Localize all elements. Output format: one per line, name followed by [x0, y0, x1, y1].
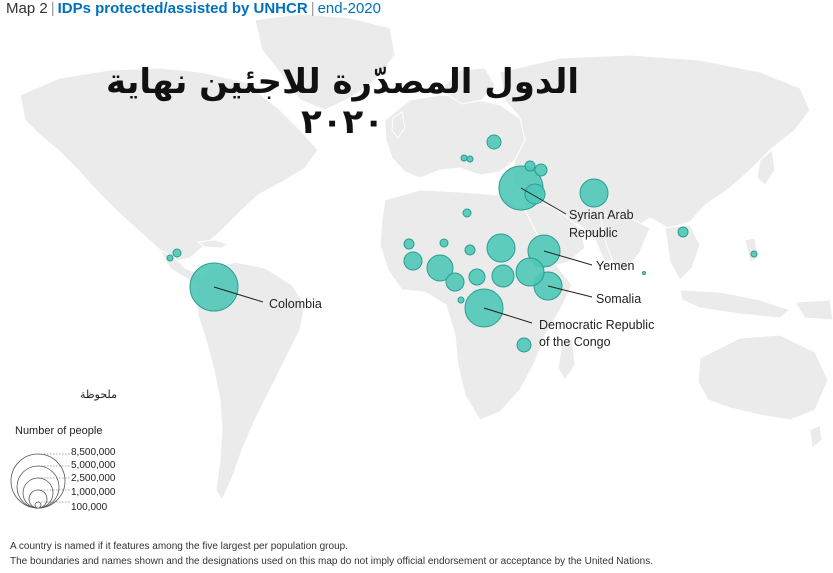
bubble-nigeria [426, 254, 454, 282]
bubble-myanmar [677, 226, 689, 238]
bubble-bosnia [466, 155, 474, 163]
bubble-mozambique [516, 337, 532, 353]
indonesia [679, 289, 792, 319]
bubble-mali [403, 238, 415, 250]
legend-leaders [38, 453, 70, 503]
legend-circles [10, 453, 66, 509]
legend-value: 8,500,000 [71, 447, 116, 458]
bubble-philippines [750, 250, 758, 258]
map-title: IDPs protected/assisted by UNHCR [57, 0, 308, 17]
southeast-asia [664, 224, 701, 281]
bubble-south-sudan [491, 264, 515, 288]
bubble-serbia [460, 154, 468, 162]
bubble-libya [462, 208, 472, 218]
map-date: end-2020 [317, 0, 381, 17]
bubble-afghanistan [579, 178, 609, 208]
label-drc-line1: Democratic Republic [539, 318, 654, 332]
greenland [254, 13, 396, 111]
label-drc-line2: of the Congo [539, 335, 611, 349]
leader-lines [213, 187, 593, 324]
bubble-georgia [524, 160, 536, 172]
bubble-cameroon [445, 272, 465, 292]
bubble-burkina [403, 251, 423, 271]
madagascar [557, 337, 576, 381]
footnote-1: A country is named if it features among … [10, 541, 348, 552]
legend-value: 5,000,000 [71, 460, 116, 471]
north-america [19, 67, 319, 263]
header-separator-2: | [310, 0, 315, 17]
legend-value: 2,500,000 [71, 473, 116, 484]
caribbean [196, 239, 230, 249]
label-syria-line1: Syrian Arab [569, 208, 634, 222]
bubble-congo [457, 296, 465, 304]
bubble-honduras [172, 248, 182, 258]
arabic-overlay-title: الدول المصدّرة للاجئين نهاية ٢٠٢٠ [105, 62, 579, 142]
bubble-chad [464, 244, 476, 256]
australia [697, 334, 829, 421]
uk [391, 111, 406, 139]
map-number: Map 2 [6, 0, 48, 17]
bubble-iraq [524, 183, 546, 205]
bubble-ukraine [486, 134, 502, 150]
label-yemen: Yemen [596, 259, 635, 273]
bubble-ethiopia [515, 257, 545, 287]
bubble-sri-lanka [642, 271, 646, 275]
new-zealand [809, 424, 823, 449]
south-america [195, 261, 306, 502]
header-separator: | [50, 0, 55, 17]
label-colombia: Colombia [269, 297, 322, 311]
philippines [744, 237, 759, 263]
new-guinea [794, 299, 833, 321]
bubble-sudan [486, 233, 516, 263]
india [599, 214, 651, 273]
scandinavia [439, 67, 496, 105]
footnote-2: The boundaries and names shown and the d… [10, 556, 653, 567]
bubble-car [468, 268, 486, 286]
japan [756, 149, 776, 186]
note-arabic: ملحوظة [80, 388, 117, 401]
map-header: Map 2 | IDPs protected/assisted by UNHCR | e… [6, 0, 381, 17]
bubble-niger [439, 238, 449, 248]
bubble-azerbaijan [534, 163, 548, 177]
label-somalia: Somalia [596, 292, 641, 306]
label-syria-line2: Republic [569, 226, 618, 240]
legend-value: 100,000 [71, 502, 108, 513]
legend-value: 1,000,000 [71, 487, 116, 498]
legend-title: Number of people [15, 425, 103, 437]
country-labels: Colombia Syrian Arab Republic Yemen Soma… [269, 208, 654, 349]
bubble-el-salvador [166, 254, 174, 262]
